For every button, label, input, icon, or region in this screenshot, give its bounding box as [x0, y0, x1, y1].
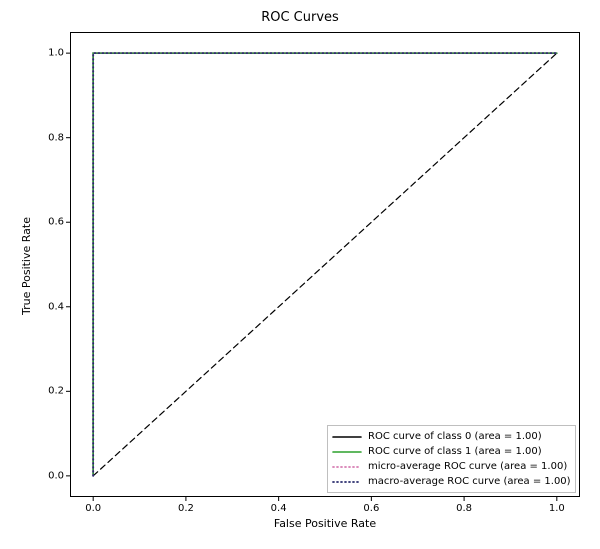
legend-label: ROC curve of class 0 (area = 1.00): [368, 431, 542, 442]
legend-item: macro-average ROC curve (area = 1.00): [332, 474, 571, 489]
legend-item: micro-average ROC curve (area = 1.00): [332, 459, 571, 474]
legend-swatch: [332, 460, 362, 474]
legend: ROC curve of class 0 (area = 1.00) ROC cu…: [327, 425, 576, 493]
x-tick-label: 0.2: [178, 503, 194, 514]
y-tick-label: 0.6: [40, 217, 64, 228]
y-tick-label: 1.0: [40, 48, 64, 59]
legend-label: micro-average ROC curve (area = 1.00): [368, 461, 567, 472]
x-tick-label: 1.0: [549, 503, 565, 514]
x-tick-label: 0.6: [363, 503, 379, 514]
legend-label: ROC curve of class 1 (area = 1.00): [368, 446, 542, 457]
y-tick-label: 0.4: [40, 301, 64, 312]
y-axis-label: True Positive Rate: [20, 217, 33, 315]
x-tick-label: 0.8: [456, 503, 472, 514]
legend-item: ROC curve of class 1 (area = 1.00): [332, 444, 571, 459]
legend-swatch: [332, 445, 362, 459]
y-tick-label: 0.0: [40, 470, 64, 481]
x-axis-label: False Positive Rate: [70, 517, 580, 530]
legend-swatch: [332, 430, 362, 444]
figure: ROC Curves True Positive Rate False Posi…: [0, 0, 600, 549]
legend-swatch: [332, 475, 362, 489]
x-tick-label: 0.4: [271, 503, 287, 514]
legend-item: ROC curve of class 0 (area = 1.00): [332, 429, 571, 444]
legend-label: macro-average ROC curve (area = 1.00): [368, 476, 571, 487]
y-tick-label: 0.2: [40, 386, 64, 397]
x-tick-label: 0.0: [85, 503, 101, 514]
y-tick-label: 0.8: [40, 132, 64, 143]
